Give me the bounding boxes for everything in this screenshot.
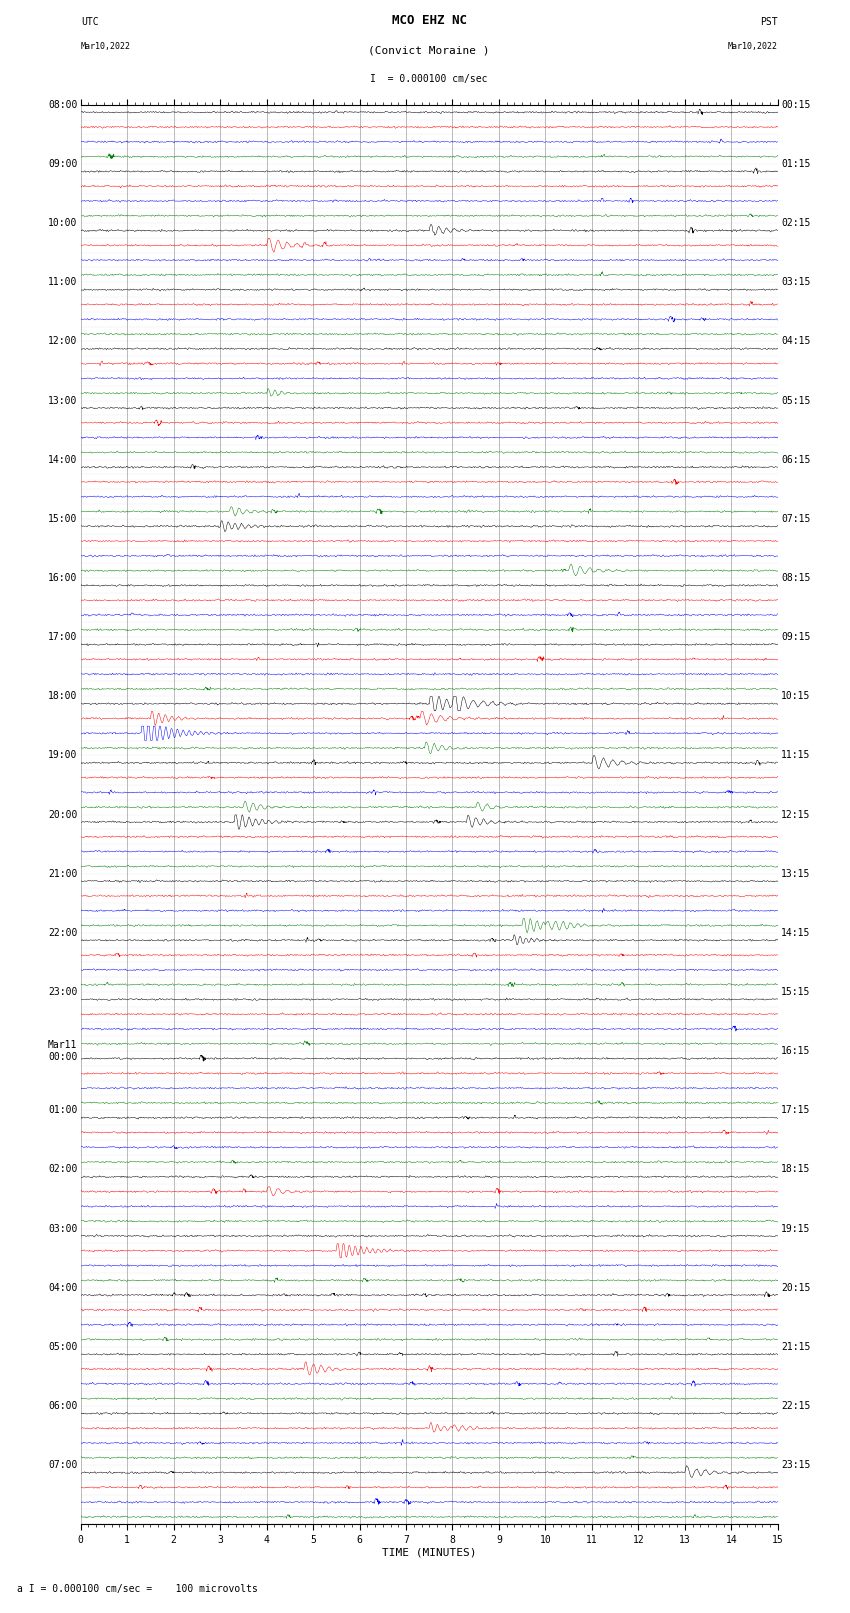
Text: 07:00: 07:00	[48, 1460, 77, 1469]
Text: Mar10,2022: Mar10,2022	[81, 42, 131, 52]
Text: 23:15: 23:15	[781, 1460, 811, 1469]
Text: 03:00: 03:00	[48, 1224, 77, 1234]
Text: a I = 0.000100 cm/sec =    100 microvolts: a I = 0.000100 cm/sec = 100 microvolts	[17, 1584, 258, 1594]
Text: 09:00: 09:00	[48, 160, 77, 169]
Text: 15:15: 15:15	[781, 987, 811, 997]
Text: 04:00: 04:00	[48, 1282, 77, 1292]
Text: MCO EHZ NC: MCO EHZ NC	[392, 15, 467, 27]
Text: Mar10,2022: Mar10,2022	[728, 42, 778, 52]
X-axis label: TIME (MINUTES): TIME (MINUTES)	[382, 1547, 477, 1558]
Text: 15:00: 15:00	[48, 515, 77, 524]
Text: 05:00: 05:00	[48, 1342, 77, 1352]
Text: 12:00: 12:00	[48, 337, 77, 347]
Text: 16:00: 16:00	[48, 573, 77, 582]
Text: 17:00: 17:00	[48, 632, 77, 642]
Text: 10:00: 10:00	[48, 218, 77, 227]
Text: Mar11
00:00: Mar11 00:00	[48, 1040, 77, 1061]
Text: 20:00: 20:00	[48, 810, 77, 819]
Text: (Convict Moraine ): (Convict Moraine )	[369, 45, 490, 55]
Text: 14:00: 14:00	[48, 455, 77, 465]
Text: 04:15: 04:15	[781, 337, 811, 347]
Text: 22:00: 22:00	[48, 927, 77, 937]
Text: 00:15: 00:15	[781, 100, 811, 110]
Text: 07:15: 07:15	[781, 515, 811, 524]
Text: 20:15: 20:15	[781, 1282, 811, 1292]
Text: 05:15: 05:15	[781, 395, 811, 405]
Text: 13:15: 13:15	[781, 869, 811, 879]
Text: 19:15: 19:15	[781, 1224, 811, 1234]
Text: 03:15: 03:15	[781, 277, 811, 287]
Text: 21:00: 21:00	[48, 869, 77, 879]
Text: 23:00: 23:00	[48, 987, 77, 997]
Text: 17:15: 17:15	[781, 1105, 811, 1115]
Text: 02:00: 02:00	[48, 1165, 77, 1174]
Text: 08:00: 08:00	[48, 100, 77, 110]
Text: 11:00: 11:00	[48, 277, 77, 287]
Text: 10:15: 10:15	[781, 692, 811, 702]
Text: 01:00: 01:00	[48, 1105, 77, 1115]
Text: 06:15: 06:15	[781, 455, 811, 465]
Text: 19:00: 19:00	[48, 750, 77, 760]
Text: 18:15: 18:15	[781, 1165, 811, 1174]
Text: 12:15: 12:15	[781, 810, 811, 819]
Text: 16:15: 16:15	[781, 1047, 811, 1057]
Text: 22:15: 22:15	[781, 1402, 811, 1411]
Text: 02:15: 02:15	[781, 218, 811, 227]
Text: 06:00: 06:00	[48, 1402, 77, 1411]
Text: 18:00: 18:00	[48, 692, 77, 702]
Text: 14:15: 14:15	[781, 927, 811, 937]
Text: 01:15: 01:15	[781, 160, 811, 169]
Text: UTC: UTC	[81, 16, 99, 27]
Text: I  = 0.000100 cm/sec: I = 0.000100 cm/sec	[371, 74, 488, 84]
Text: PST: PST	[760, 16, 778, 27]
Text: 09:15: 09:15	[781, 632, 811, 642]
Text: 08:15: 08:15	[781, 573, 811, 582]
Text: 13:00: 13:00	[48, 395, 77, 405]
Text: 21:15: 21:15	[781, 1342, 811, 1352]
Text: 11:15: 11:15	[781, 750, 811, 760]
